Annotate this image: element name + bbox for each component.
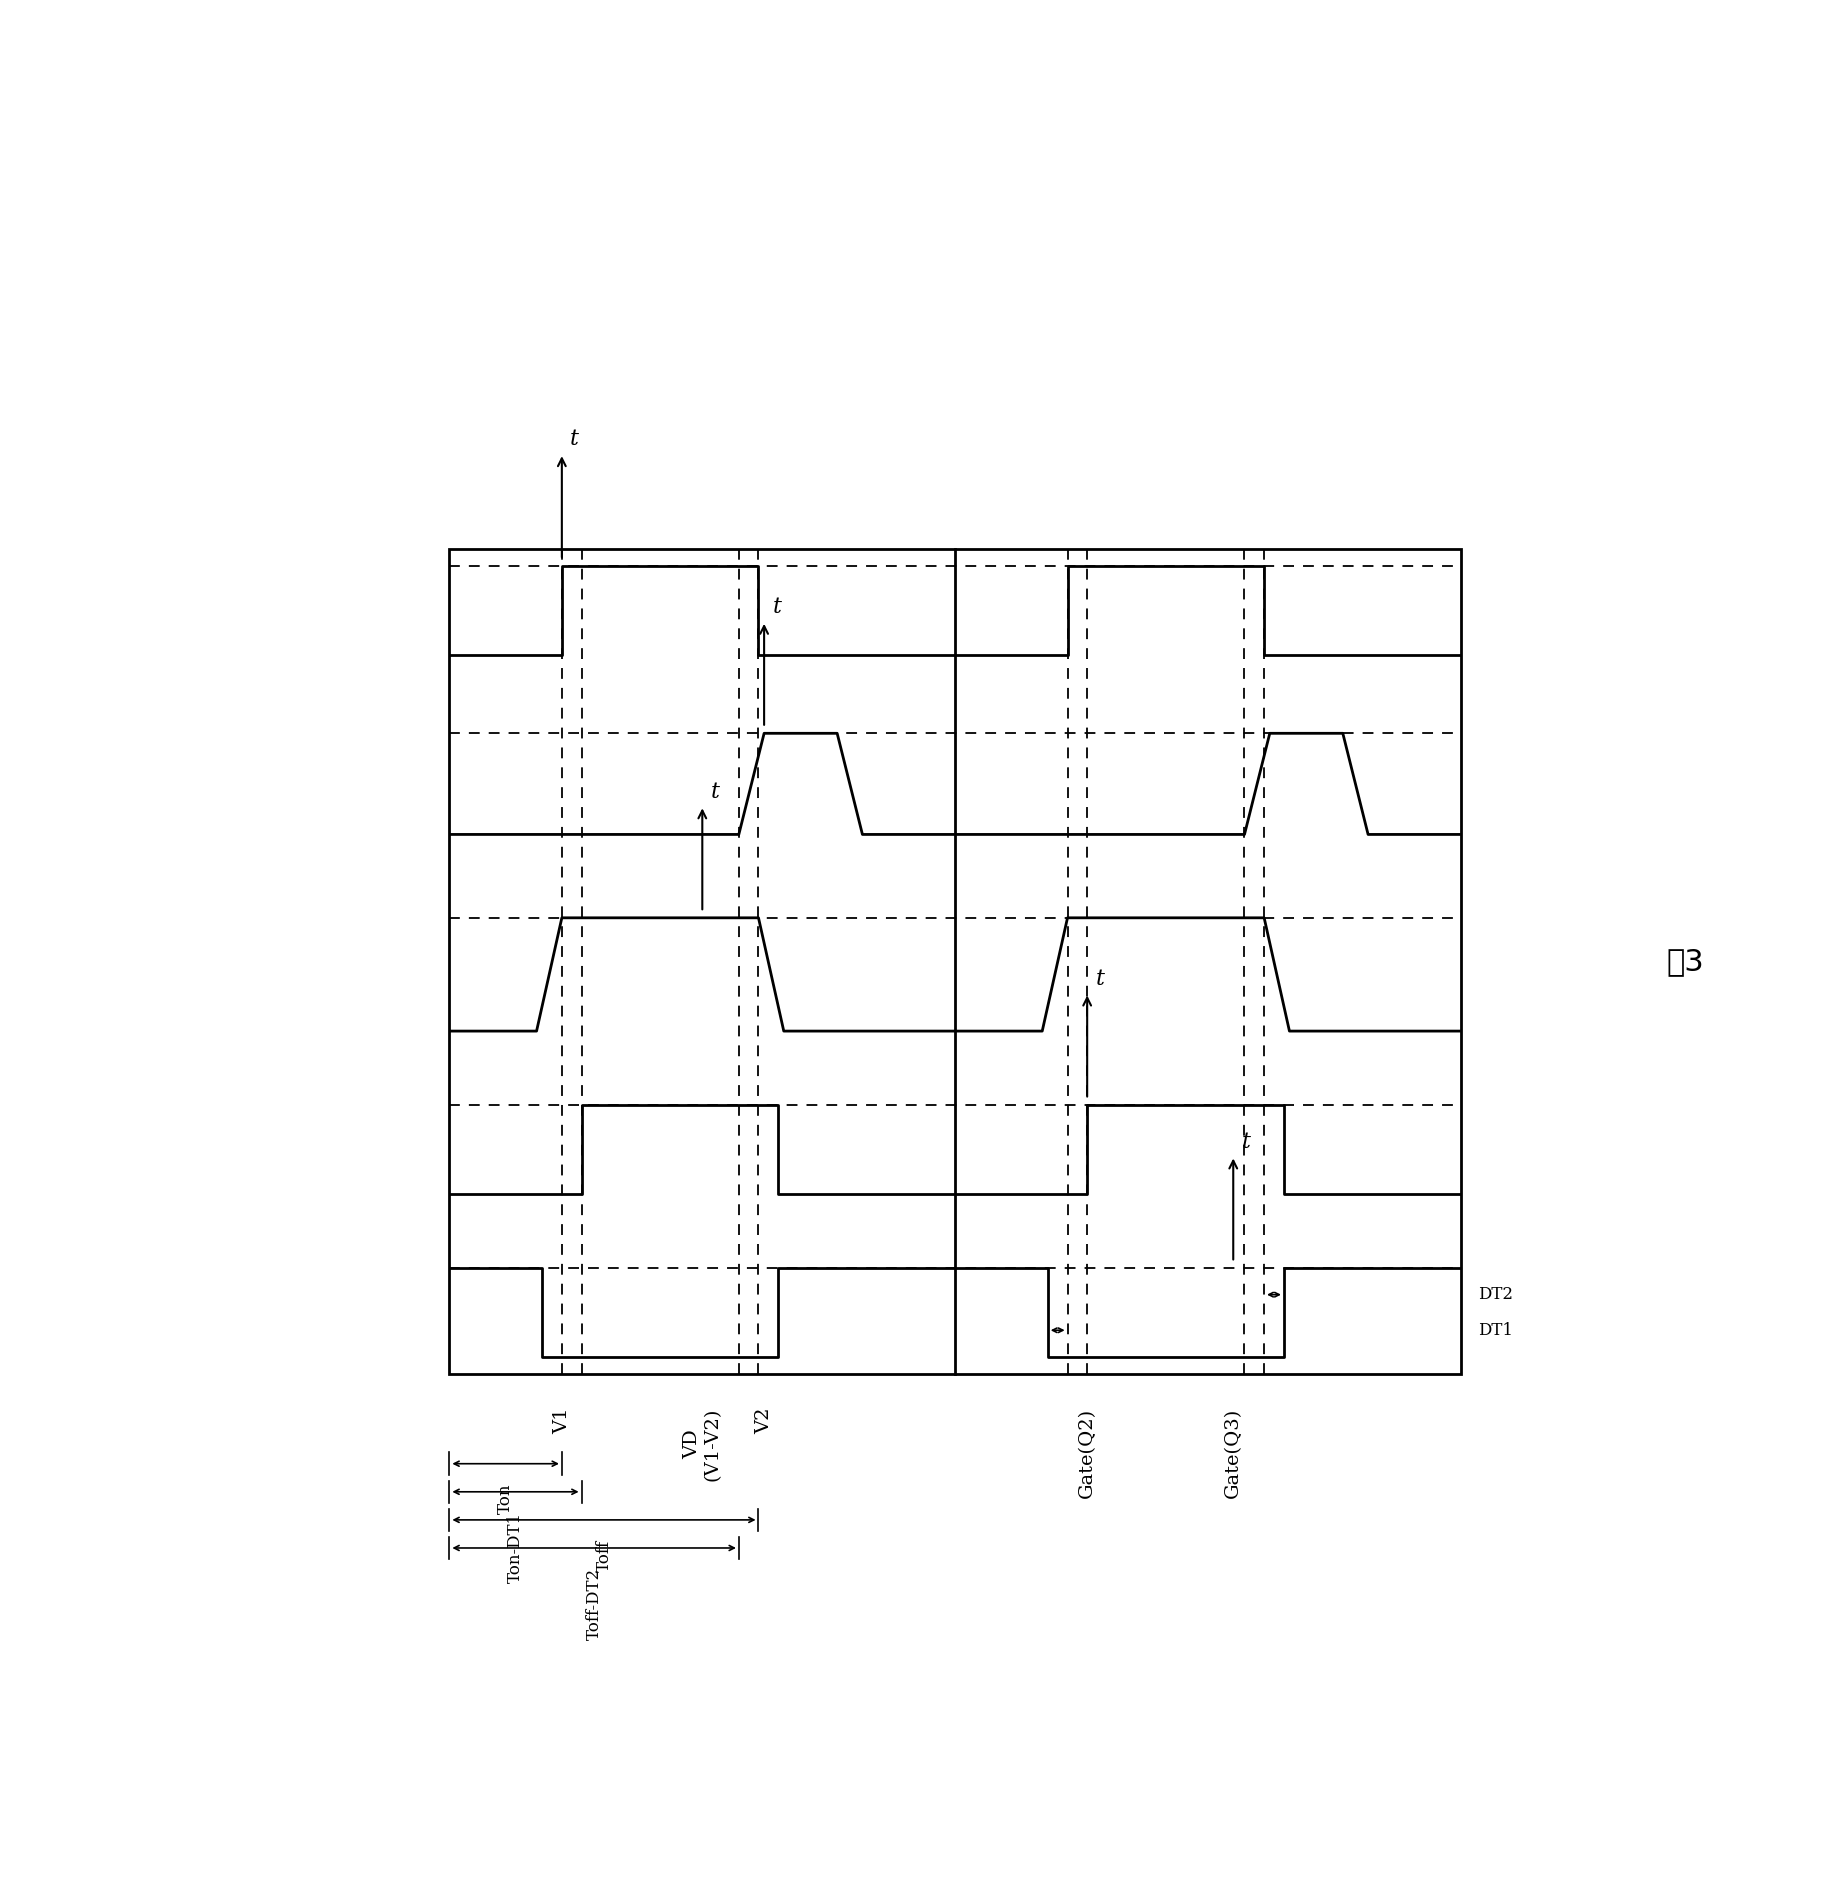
Text: Gate(Q2): Gate(Q2) (1077, 1408, 1096, 1497)
Text: t: t (1096, 969, 1105, 989)
Text: Ton: Ton (497, 1484, 515, 1514)
Text: 图3: 图3 (1667, 946, 1704, 976)
Text: Gate(Q3): Gate(Q3) (1223, 1408, 1242, 1497)
Text: DT1: DT1 (1477, 1322, 1512, 1339)
Bar (449, 549, 1461, 1374)
Text: VD
(V1-V2): VD (V1-V2) (683, 1408, 721, 1480)
Text: t: t (1242, 1131, 1251, 1154)
Text: V2: V2 (756, 1408, 772, 1435)
Text: DT2: DT2 (1477, 1286, 1512, 1303)
Text: t: t (772, 597, 782, 617)
Text: Toff: Toff (595, 1539, 612, 1571)
Text: t: t (570, 429, 579, 451)
Text: Ton-DT1: Ton-DT1 (508, 1512, 524, 1582)
Text: t: t (710, 780, 719, 802)
Text: Toff-DT2: Toff-DT2 (586, 1567, 603, 1641)
Text: V1: V1 (553, 1408, 572, 1435)
